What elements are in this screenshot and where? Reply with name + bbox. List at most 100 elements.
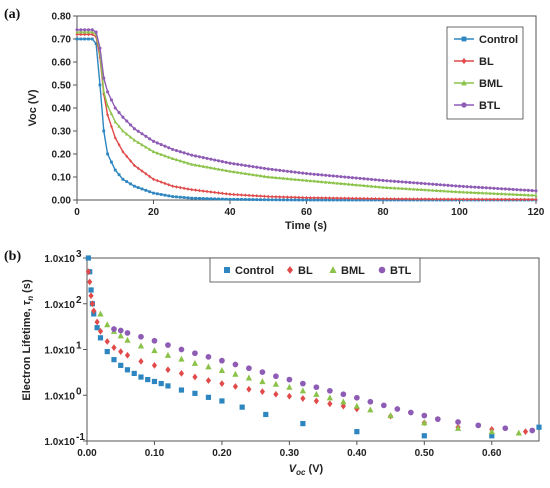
data-point-bl <box>182 186 186 191</box>
data-point-btl <box>259 369 266 375</box>
data-point-btl <box>469 185 473 189</box>
data-point-bl <box>534 197 538 202</box>
data-point-bl <box>87 32 90 37</box>
panel-a-x-tick-label: 20 <box>148 207 160 218</box>
data-point-bl <box>370 196 373 201</box>
data-point-bl <box>300 395 306 402</box>
data-point-bml <box>186 161 190 165</box>
data-point-bl <box>400 197 404 201</box>
data-point-btl <box>496 186 500 191</box>
data-point-btl <box>282 169 286 173</box>
data-point-btl <box>113 106 117 110</box>
data-point-bml <box>205 165 209 169</box>
data-point-control <box>300 421 306 427</box>
panel-b-y-tick-label: 1.0x10 <box>44 391 75 402</box>
data-point-bl <box>316 196 320 200</box>
data-point-bml <box>373 184 378 189</box>
data-point-bl <box>140 169 144 173</box>
data-point-bml <box>285 176 290 181</box>
data-point-bml <box>132 138 137 142</box>
data-point-control <box>224 197 228 201</box>
data-point-control <box>251 198 255 201</box>
data-point-bl <box>515 197 519 202</box>
series-bml <box>97 310 522 436</box>
data-point-bl <box>282 195 285 199</box>
data-point-control <box>121 177 125 181</box>
data-point-btl <box>109 98 113 102</box>
data-point-control <box>312 198 316 202</box>
data-point-control <box>104 348 110 355</box>
data-point-bl <box>148 174 152 179</box>
data-point-bml <box>503 192 508 196</box>
data-point-btl <box>515 188 519 192</box>
data-point-bl <box>450 197 454 202</box>
data-point-control <box>87 37 90 41</box>
data-point-btl <box>353 394 360 401</box>
data-point-btl <box>274 168 278 172</box>
data-point-bl <box>165 366 171 374</box>
data-point-btl <box>201 156 205 160</box>
legend-label-btl: BTL <box>479 100 501 112</box>
data-point-bl <box>198 188 201 193</box>
data-point-btl <box>262 166 266 170</box>
data-point-bml <box>121 129 125 133</box>
data-point-bl <box>339 196 343 201</box>
data-point-bml <box>147 147 152 151</box>
data-point-btl <box>519 188 523 192</box>
data-point-btl <box>350 176 354 180</box>
data-point-control <box>136 186 140 189</box>
data-point-btl <box>83 28 87 32</box>
data-point-bml <box>438 188 443 193</box>
data-point-btl <box>194 154 198 158</box>
data-point-bml <box>258 174 263 178</box>
data-point-bl <box>442 197 446 202</box>
data-point-bl <box>255 194 259 198</box>
data-point-bl <box>416 197 419 201</box>
data-point-btl <box>358 176 362 180</box>
data-point-bml <box>270 175 274 179</box>
data-point-control <box>148 190 152 194</box>
data-point-bl <box>308 195 312 200</box>
data-point-control <box>236 198 240 201</box>
data-point-bml <box>205 363 212 370</box>
data-point-btl <box>450 184 454 188</box>
data-point-btl <box>285 169 289 173</box>
data-point-bl <box>484 197 488 202</box>
data-point-bl <box>469 197 473 202</box>
data-point-bml <box>243 171 247 175</box>
data-point-btl <box>475 422 482 429</box>
legend-marker-control <box>461 36 467 42</box>
data-point-btl <box>300 380 306 387</box>
data-point-bl <box>335 196 339 200</box>
data-point-btl <box>377 178 381 182</box>
data-point-bl <box>205 189 209 194</box>
data-point-control <box>331 198 335 202</box>
data-point-bl <box>331 196 335 200</box>
panel-b-y-tick-exponent: -1 <box>76 432 85 443</box>
data-point-control <box>220 197 224 201</box>
data-point-bl <box>117 142 121 147</box>
data-point-control <box>102 129 106 133</box>
data-point-bml <box>392 186 397 190</box>
data-point-btl <box>320 173 324 177</box>
data-point-bml <box>140 142 144 147</box>
data-point-bml <box>453 189 458 194</box>
data-point-control <box>354 429 360 435</box>
data-point-control <box>110 160 113 164</box>
data-point-btl <box>423 182 427 186</box>
data-point-btl <box>455 419 461 425</box>
data-point-bml <box>144 145 148 149</box>
data-point-btl <box>340 391 347 398</box>
series-control <box>85 255 542 439</box>
data-point-bl <box>273 390 279 398</box>
data-point-control <box>83 37 87 41</box>
data-point-control <box>79 37 83 41</box>
data-point-btl <box>186 152 190 156</box>
data-point-bml <box>339 181 343 185</box>
data-point-btl <box>327 174 331 178</box>
data-point-btl <box>335 174 339 178</box>
data-point-bl <box>396 197 400 201</box>
data-point-bml <box>388 185 393 190</box>
data-point-bml <box>519 192 523 197</box>
data-point-bml <box>167 155 171 159</box>
